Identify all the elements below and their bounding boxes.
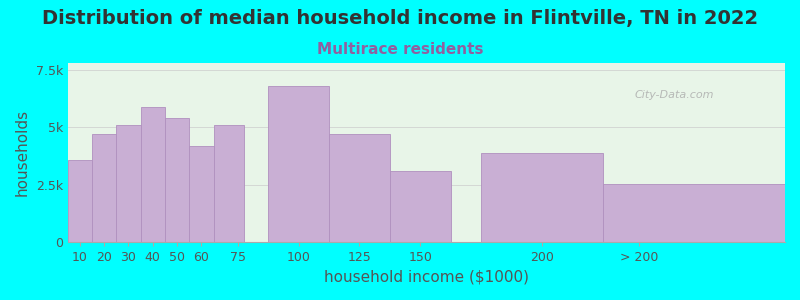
Bar <box>214 125 244 242</box>
Bar <box>481 153 602 242</box>
Bar <box>116 125 141 242</box>
Bar <box>141 107 165 242</box>
Bar <box>165 118 190 242</box>
Y-axis label: households: households <box>15 109 30 196</box>
Text: Multirace residents: Multirace residents <box>317 42 483 57</box>
Text: City-Data.com: City-Data.com <box>634 90 714 100</box>
Bar <box>190 146 214 242</box>
Bar <box>268 86 329 242</box>
Text: Distribution of median household income in Flintville, TN in 2022: Distribution of median household income … <box>42 9 758 28</box>
Bar <box>92 134 116 242</box>
X-axis label: household income ($1000): household income ($1000) <box>324 270 529 285</box>
Bar <box>329 134 390 242</box>
Bar <box>390 171 450 242</box>
Bar <box>68 160 92 242</box>
Bar <box>602 184 785 242</box>
